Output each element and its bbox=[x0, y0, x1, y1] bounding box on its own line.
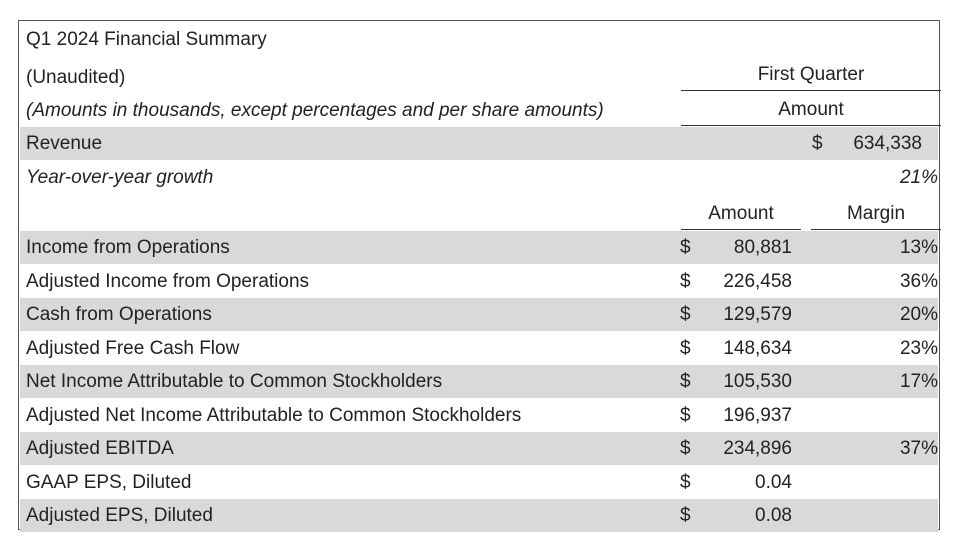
row-currency: $ bbox=[680, 337, 691, 359]
row-margin: 37% bbox=[899, 438, 938, 459]
revenue-currency: $ bbox=[812, 133, 823, 154]
row-margin: 20% bbox=[899, 304, 938, 325]
row-amount: 0.04 bbox=[755, 471, 792, 493]
header-rule-margin-col bbox=[811, 229, 941, 230]
row-label: Adjusted Net Income Attributable to Comm… bbox=[26, 404, 522, 426]
row-currency: $ bbox=[680, 371, 691, 392]
header-amount: Amount bbox=[708, 203, 774, 224]
row-label: Income from Operations bbox=[26, 237, 230, 258]
subtitle-row: (Unaudited) bbox=[20, 61, 938, 94]
growth-row: Year-over-year growth 21% bbox=[20, 161, 938, 194]
table-row: Adjusted EPS, Diluted $0.08 bbox=[20, 499, 938, 532]
note-row: (Amounts in thousands, except percentage… bbox=[20, 94, 938, 127]
table-row: Adjusted Net Income Attributable to Comm… bbox=[20, 399, 938, 432]
row-label: Adjusted EPS, Diluted bbox=[26, 505, 213, 526]
row-currency: $ bbox=[680, 237, 691, 258]
row-margin: 13% bbox=[899, 237, 938, 258]
unaudited-note: (Unaudited) bbox=[26, 67, 126, 88]
row-margin: 36% bbox=[899, 270, 938, 292]
table-row: Adjusted EBITDA $234,896 37% bbox=[20, 432, 938, 465]
title-row: Q1 2024 Financial Summary bbox=[20, 23, 938, 56]
growth-label: Year-over-year growth bbox=[26, 167, 214, 188]
table-row: Adjusted Income from Operations $226,458 3… bbox=[20, 265, 938, 298]
row-currency: $ bbox=[680, 304, 691, 325]
row-amount: 234,896 bbox=[723, 438, 792, 459]
row-amount: 226,458 bbox=[723, 270, 792, 292]
header-rule-period bbox=[681, 90, 941, 91]
row-label: Net Income Attributable to Common Stockh… bbox=[26, 371, 443, 392]
row-label: Adjusted Income from Operations bbox=[26, 270, 310, 292]
table-row: GAAP EPS, Diluted $0.04 bbox=[20, 466, 938, 499]
financial-summary-table: Q1 2024 Financial Summary (Unaudited) Fi… bbox=[18, 20, 941, 532]
row-label: Adjusted Free Cash Flow bbox=[26, 337, 240, 359]
row-amount: 0.08 bbox=[755, 505, 792, 526]
row-label: Adjusted EBITDA bbox=[26, 438, 174, 459]
row-currency: $ bbox=[680, 270, 691, 292]
row-currency: $ bbox=[680, 404, 691, 426]
amounts-note: (Amounts in thousands, except percentage… bbox=[26, 100, 604, 121]
row-amount: 105,530 bbox=[723, 371, 792, 392]
row-amount: 129,579 bbox=[723, 304, 792, 325]
table-row: Net Income Attributable to Common Stockh… bbox=[20, 365, 938, 398]
header-rule-amount bbox=[681, 125, 941, 126]
revenue-value: 634,338 bbox=[853, 133, 922, 154]
row-amount: 148,634 bbox=[723, 337, 792, 359]
row-margin: 17% bbox=[899, 371, 938, 392]
header-amount-top: Amount bbox=[778, 99, 844, 120]
table-row: Adjusted Free Cash Flow $148,634 23% bbox=[20, 332, 938, 365]
row-amount: 196,937 bbox=[723, 404, 792, 426]
row-label: Cash from Operations bbox=[26, 304, 212, 325]
table-title: Q1 2024 Financial Summary bbox=[26, 29, 267, 50]
row-currency: $ bbox=[680, 471, 691, 493]
row-label: GAAP EPS, Diluted bbox=[26, 471, 192, 493]
header-margin: Margin bbox=[846, 203, 906, 224]
table-row: Cash from Operations $129,579 20% bbox=[20, 298, 938, 331]
row-amount: 80,881 bbox=[733, 237, 792, 258]
header-first-quarter: First Quarter bbox=[757, 64, 865, 85]
revenue-row: Revenue $ 634,338 bbox=[20, 127, 938, 160]
revenue-label: Revenue bbox=[26, 133, 103, 154]
header-rule-amount-col bbox=[681, 229, 801, 230]
row-currency: $ bbox=[680, 505, 691, 526]
table-row: Income from Operations $80,881 13% bbox=[20, 231, 938, 264]
growth-value: 21% bbox=[899, 167, 938, 188]
row-currency: $ bbox=[680, 438, 691, 459]
row-margin: 23% bbox=[899, 337, 938, 359]
